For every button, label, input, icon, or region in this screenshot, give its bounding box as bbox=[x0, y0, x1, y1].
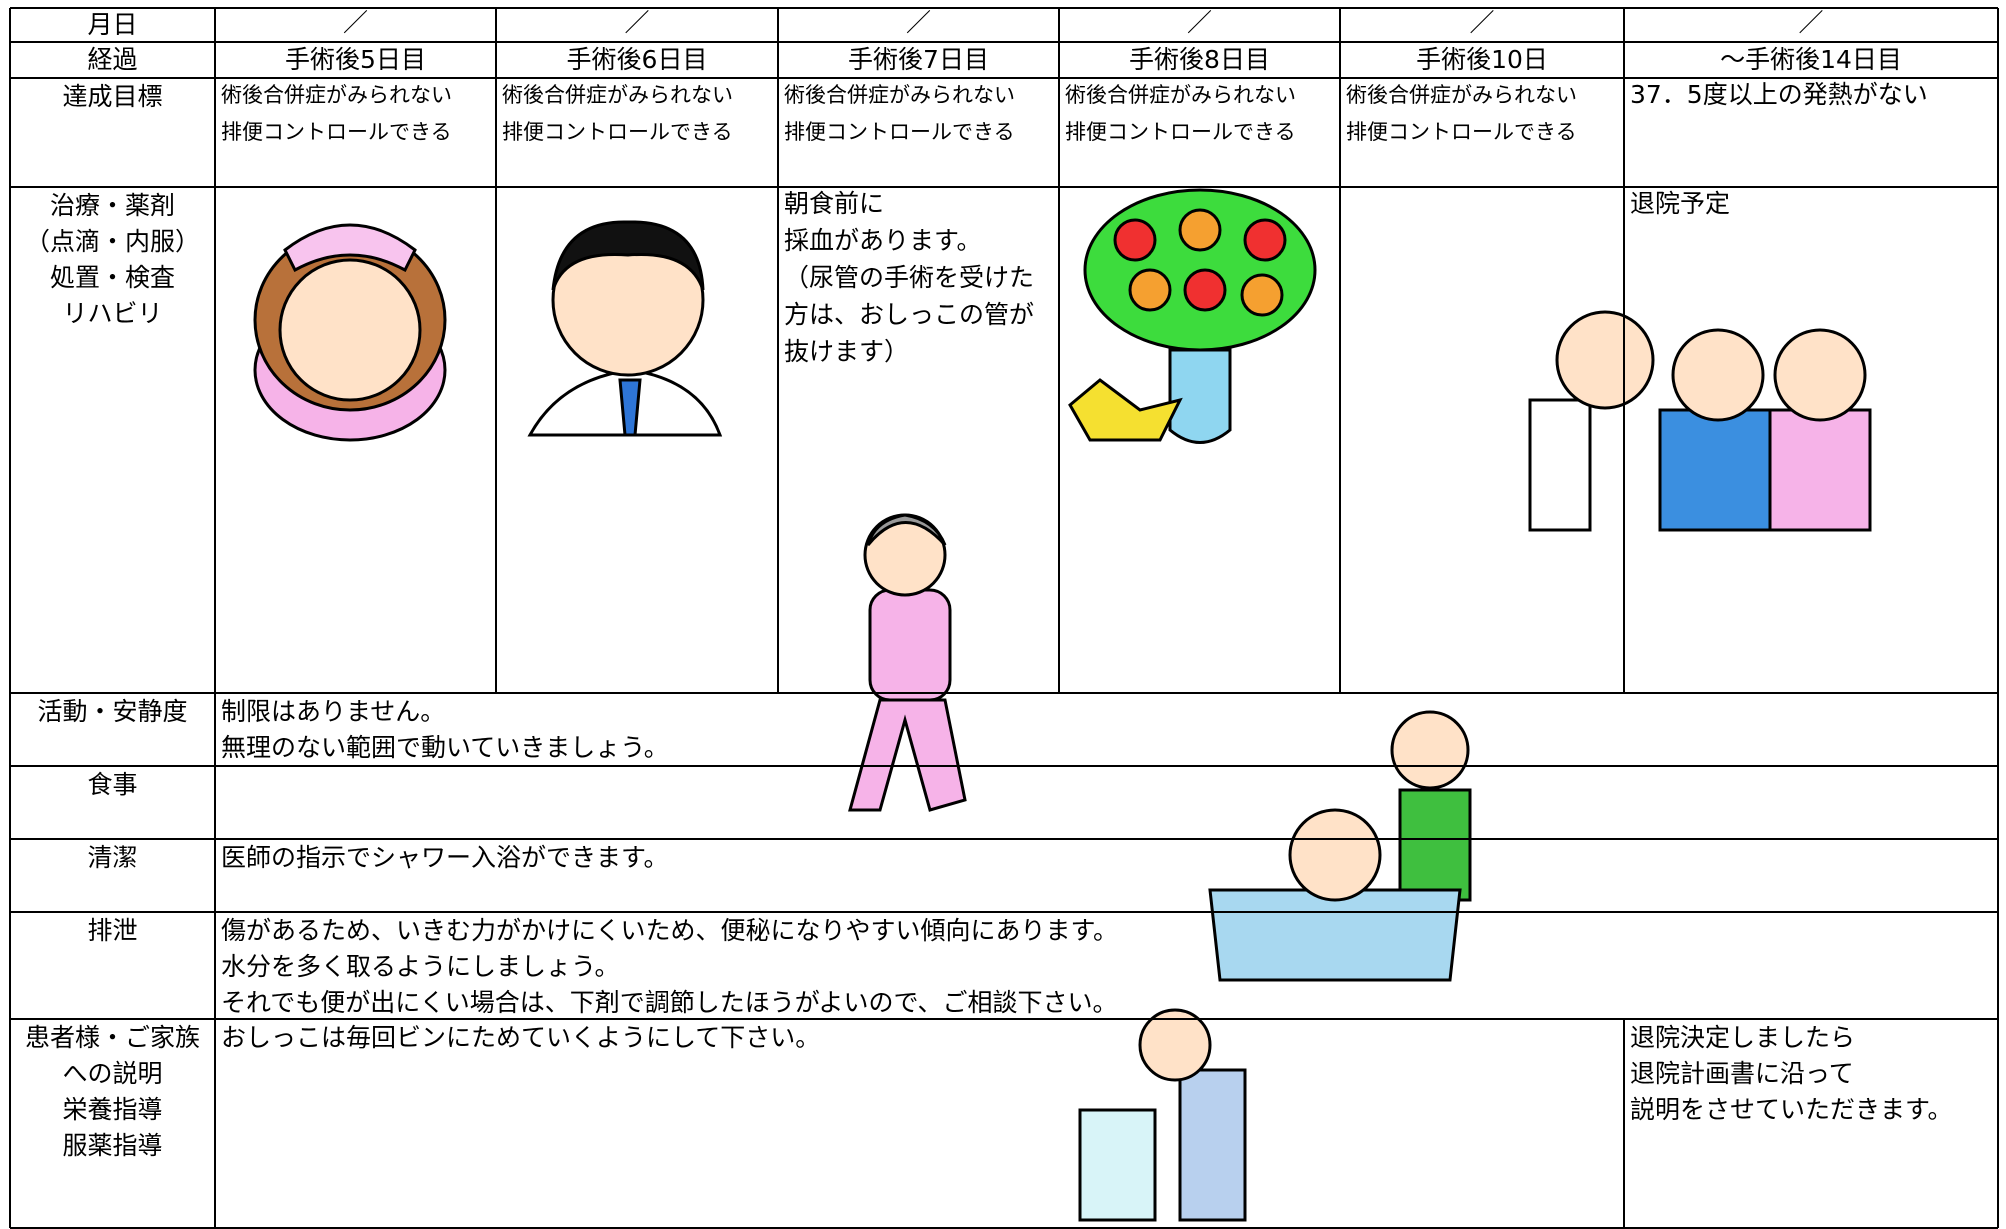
cell-text: 排便コントロールできる bbox=[1346, 120, 1577, 144]
row-label: （点滴・内服） bbox=[25, 227, 200, 256]
cell-text: 排便コントロールできる bbox=[784, 120, 1015, 144]
cell-text: 術後合併症がみられない bbox=[221, 83, 452, 107]
date-cell: ／ bbox=[906, 8, 931, 37]
cell-text: 術後合併症がみられない bbox=[1065, 83, 1296, 107]
cell-text: 術後合併症がみられない bbox=[1346, 83, 1577, 107]
row-text: 退院決定しましたら bbox=[1630, 1023, 1855, 1052]
patient-illustration bbox=[1078, 1008, 1247, 1222]
day-cell: ～手術後14日目 bbox=[1720, 45, 1902, 74]
cell-text: 排便コントロールできる bbox=[221, 120, 452, 144]
cell-text: 排便コントロールできる bbox=[1065, 120, 1296, 144]
cell-text: 排便コントロールできる bbox=[502, 120, 733, 144]
row-label: 達成目標 bbox=[62, 82, 162, 111]
row-text: 説明をさせていただきます。 bbox=[1630, 1095, 1953, 1124]
day-cell: 手術後8日目 bbox=[1129, 45, 1270, 74]
cell-text: 37．5度以上の発熱がない bbox=[1630, 80, 1928, 109]
row-label: 排泄 bbox=[87, 916, 137, 945]
staff-illustration bbox=[1528, 310, 1872, 532]
date-cell: ／ bbox=[1798, 8, 1823, 37]
nurse-illustration bbox=[253, 223, 447, 442]
date-cell: ／ bbox=[624, 8, 649, 37]
row-label: 患者様・ご家族 bbox=[25, 1023, 200, 1052]
cell-text: （尿管の手術を受けた bbox=[784, 263, 1034, 292]
row-label: 活動・安静度 bbox=[37, 697, 187, 726]
row-label: 処置・検査 bbox=[50, 263, 175, 292]
row-label: への説明 bbox=[62, 1059, 162, 1088]
row-text: おしっこは毎回ビンにためていくようにして下さい。 bbox=[221, 1023, 820, 1052]
row-label: 食事 bbox=[87, 770, 137, 799]
row-text: 無理のない範囲で動いていきましょう。 bbox=[221, 733, 669, 762]
cell-text: 朝食前に bbox=[784, 189, 884, 218]
walking-illustration bbox=[848, 513, 967, 812]
row-label: リハビリ bbox=[62, 299, 162, 328]
date-cell: ／ bbox=[1469, 8, 1494, 37]
day-cell: 手術後10日 bbox=[1416, 45, 1548, 74]
table-grid bbox=[9, 7, 1999, 1229]
row-text: 医師の指示でシャワー入浴ができます。 bbox=[221, 843, 669, 872]
cell-text: 術後合併症がみられない bbox=[502, 83, 733, 107]
doctor-illustration bbox=[527, 220, 723, 437]
cell-text: 退院予定 bbox=[1630, 189, 1730, 218]
date-label: 月日 bbox=[87, 10, 137, 39]
flower-illustration bbox=[1068, 188, 1317, 444]
row-text: それでも便が出にくい場合は、下剤で調節したほうがよいので、ご相談下さい。 bbox=[221, 988, 1118, 1017]
row-text: 水分を多く取るようにしましょう。 bbox=[221, 952, 620, 981]
cell-text: 方は、おしっこの管が bbox=[784, 300, 1034, 329]
row-text: 退院計画書に沿って bbox=[1630, 1059, 1854, 1088]
day-cell: 手術後6日目 bbox=[567, 45, 708, 74]
day-cell: 手術後7日目 bbox=[848, 45, 989, 74]
cell-text: 抜けます） bbox=[784, 337, 909, 366]
date-cell: ／ bbox=[1187, 8, 1212, 37]
course-label: 経過 bbox=[87, 45, 137, 74]
cell-text: 術後合併症がみられない bbox=[784, 83, 1015, 107]
row-label: 栄養指導 bbox=[62, 1095, 162, 1124]
date-cell: ／ bbox=[343, 8, 368, 37]
day-cell: 手術後5日目 bbox=[285, 45, 426, 74]
row-text: 傷があるため、いきむ力がかけにくいため、便秘になりやすい傾向にあります。 bbox=[221, 916, 1118, 945]
cell-text: 採血があります。 bbox=[784, 226, 982, 255]
row-label: 治療・薬剤 bbox=[50, 191, 175, 220]
row-label: 服薬指導 bbox=[62, 1131, 162, 1160]
row-text: 制限はありません。 bbox=[221, 697, 445, 726]
bath-illustration bbox=[1208, 710, 1472, 982]
row-label: 清潔 bbox=[87, 843, 137, 872]
